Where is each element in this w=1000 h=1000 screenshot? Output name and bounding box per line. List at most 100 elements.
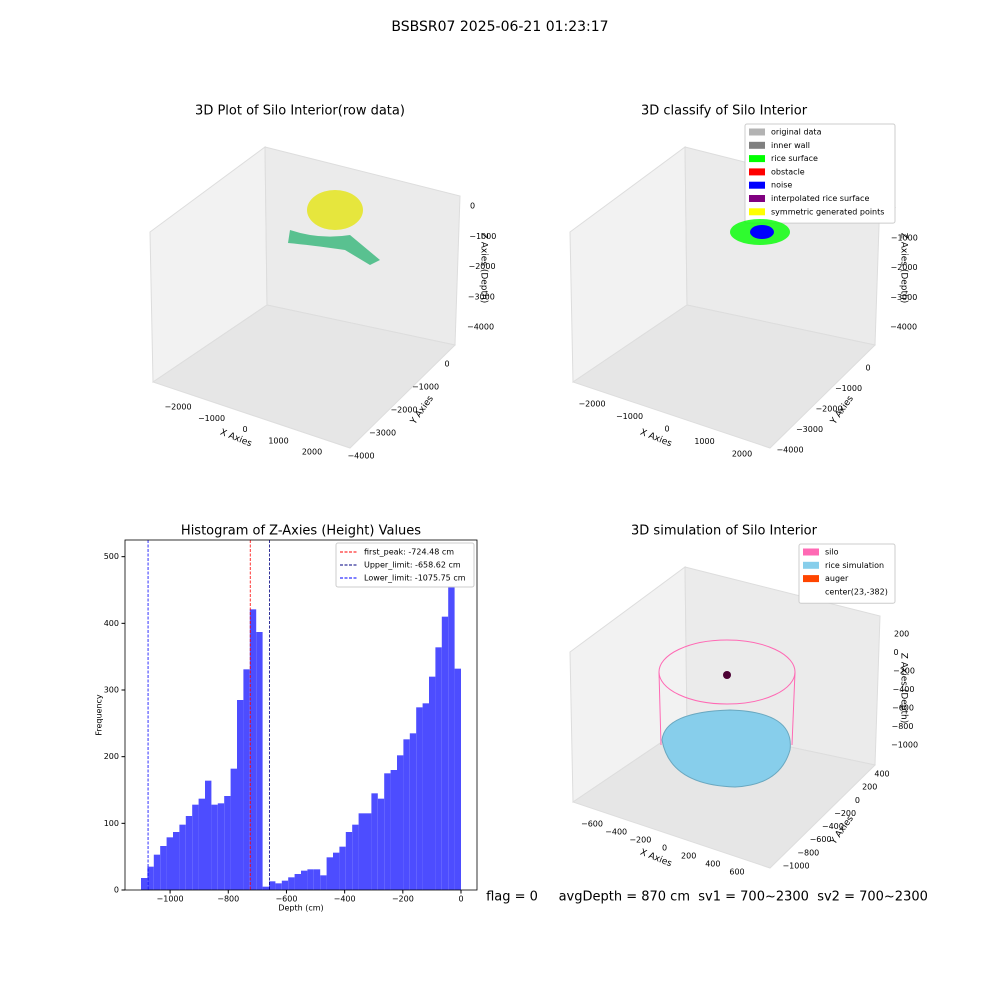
legend-label: noise — [771, 181, 792, 190]
bar — [416, 707, 423, 890]
pane-floor — [151, 304, 457, 449]
plot-title: 3D classify of Silo Interior — [641, 104, 808, 119]
z-tick-label: −3000 — [468, 292, 495, 301]
legend-label: symmetric generated points — [771, 207, 884, 216]
z-tick-label: −4000 — [890, 323, 917, 332]
y-tick-label: −800 — [797, 848, 819, 857]
bar — [422, 703, 429, 890]
bar — [192, 804, 199, 890]
y-tick-label: −400 — [822, 822, 844, 831]
x-axis-label: X Axies — [219, 428, 254, 450]
y-tick-label: 500 — [104, 552, 119, 561]
z-tick-label: −400 — [893, 685, 915, 694]
bar — [313, 869, 321, 890]
y-tick-label: 100 — [104, 819, 119, 828]
bar — [185, 816, 193, 890]
bar — [371, 793, 378, 890]
bar — [326, 857, 333, 890]
y-tick-label: 200 — [104, 752, 119, 761]
z-tick-label: 200 — [894, 630, 909, 639]
cloud — [307, 190, 363, 230]
z-tick-label: −200 — [893, 667, 915, 676]
z-tick-label: −2000 — [891, 263, 918, 272]
bar — [345, 832, 353, 890]
pane-floor — [571, 724, 877, 869]
legend-swatch — [749, 168, 765, 176]
bar — [198, 798, 205, 890]
y-tick-label: −3000 — [796, 425, 823, 434]
x-tick-label: 2000 — [302, 448, 322, 457]
legend-label: interpolated rice surface — [771, 194, 869, 203]
legend-swatch — [749, 155, 765, 163]
bar — [262, 886, 269, 890]
bar — [256, 632, 263, 890]
x-tick-label: 400 — [705, 860, 720, 869]
bar — [320, 875, 327, 890]
y-tick-label: −1000 — [412, 383, 439, 392]
x-tick-label: −200 — [392, 895, 414, 904]
z-axis-label: Z Axies (Depth) — [899, 233, 909, 304]
x-axis-label: Depth (cm) — [278, 904, 323, 913]
y-tick-label: −4000 — [347, 452, 374, 461]
y-tick-label: 0 — [114, 886, 119, 895]
legend-box — [798, 543, 896, 604]
legend-label: center(23,-382) — [825, 587, 888, 596]
x-tick-label: −1000 — [198, 414, 225, 423]
rice — [661, 709, 791, 788]
bar — [288, 877, 295, 890]
bar — [281, 880, 289, 890]
bar — [454, 668, 461, 890]
x-tick-label: −600 — [275, 895, 297, 904]
z-tick-label: −1000 — [891, 233, 918, 242]
x-tick-label: 600 — [729, 868, 744, 877]
x-tick-label: −2000 — [164, 403, 191, 412]
bar — [358, 813, 365, 890]
legend-label: silo — [825, 548, 839, 557]
legend-label: obstacle — [771, 167, 805, 176]
z-tick-label: −1000 — [891, 741, 918, 750]
y-tick-label: −200 — [834, 809, 856, 818]
x-tick-label: 200 — [681, 852, 696, 861]
bar — [205, 780, 212, 890]
bar — [384, 773, 391, 890]
z-tick-label: 0 — [894, 648, 899, 657]
y-tick-label: 200 — [862, 783, 877, 792]
legend-swatch — [749, 128, 765, 136]
bar — [179, 824, 186, 890]
legend-box — [335, 542, 475, 588]
z-tick-label: −4000 — [467, 323, 494, 332]
legend-label: first_peak: -724.48 cm — [364, 548, 454, 557]
bar — [217, 803, 225, 890]
x-tick-label: −1000 — [616, 412, 643, 421]
legend-label: original data — [771, 128, 822, 137]
x-tick-label: −400 — [605, 828, 627, 837]
x-tick-label: 0 — [662, 844, 667, 853]
legend-label: auger — [825, 574, 849, 583]
x-tick-label: −600 — [581, 820, 603, 829]
bar — [141, 878, 148, 890]
legend-label: Lower_limit: -1075.75 cm — [364, 574, 466, 583]
z-axis-label: Z Axies (Depth) — [899, 653, 909, 724]
bar — [166, 837, 173, 890]
z-axis-label: Z Axies (Depth) — [479, 233, 489, 304]
legend-swatch — [749, 181, 765, 189]
x-tick-label: −200 — [629, 836, 651, 845]
bar — [441, 616, 449, 890]
bar — [307, 869, 314, 890]
y-tick-label: 0 — [444, 360, 449, 369]
bar — [409, 733, 417, 890]
legend-swatch — [749, 208, 765, 216]
y-tick-label: 300 — [104, 686, 119, 695]
y-tick-label: −1000 — [782, 862, 809, 871]
y-tick-label: −3000 — [369, 429, 396, 438]
bar — [301, 870, 308, 890]
z-tick-label: −1000 — [469, 232, 496, 241]
bar — [333, 852, 340, 890]
x-tick-label: 1000 — [694, 437, 714, 446]
bar — [294, 874, 301, 890]
legend-box — [744, 123, 896, 224]
bar — [339, 846, 346, 890]
figure-title: BSBSR07 2025-06-21 01:23:17 — [391, 19, 608, 35]
axes-frame — [124, 539, 478, 891]
silo-wall — [658, 671, 796, 746]
